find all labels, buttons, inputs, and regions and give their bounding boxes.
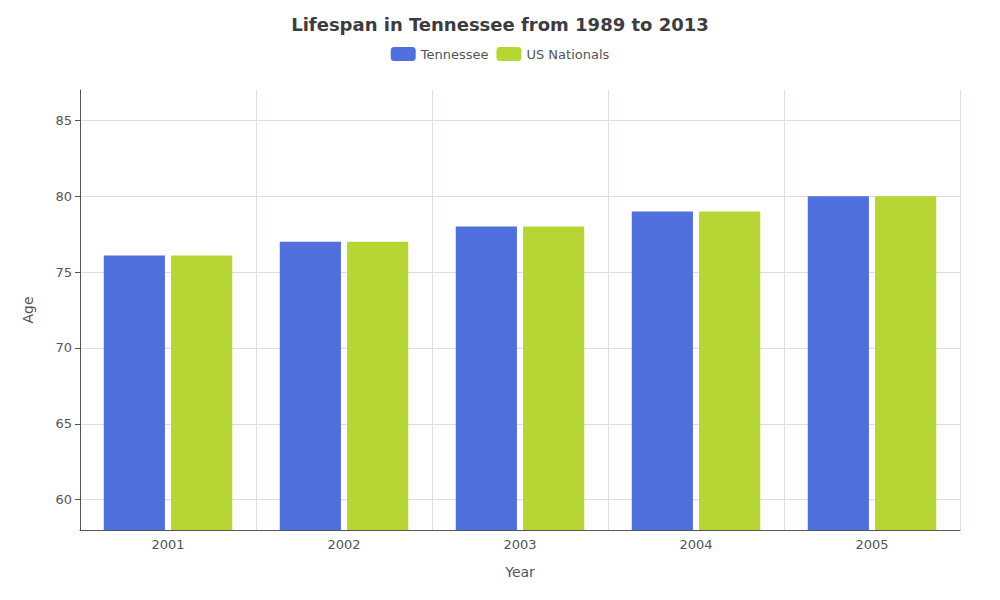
svg-text:70: 70 <box>55 340 72 355</box>
svg-text:2001: 2001 <box>151 537 184 552</box>
svg-text:Age: Age <box>20 296 36 323</box>
svg-text:2005: 2005 <box>855 537 888 552</box>
svg-text:Year: Year <box>504 564 535 580</box>
svg-text:75: 75 <box>55 265 72 280</box>
svg-text:Tennessee: Tennessee <box>420 47 489 62</box>
svg-text:US Nationals: US Nationals <box>526 47 609 62</box>
svg-text:80: 80 <box>55 189 72 204</box>
svg-text:65: 65 <box>55 416 72 431</box>
svg-text:2003: 2003 <box>503 537 536 552</box>
svg-text:2002: 2002 <box>327 537 360 552</box>
svg-text:60: 60 <box>55 492 72 507</box>
svg-text:Lifespan in Tennessee from 198: Lifespan in Tennessee from 1989 to 2013 <box>291 14 709 35</box>
svg-text:2004: 2004 <box>679 537 712 552</box>
svg-text:85: 85 <box>55 113 72 128</box>
